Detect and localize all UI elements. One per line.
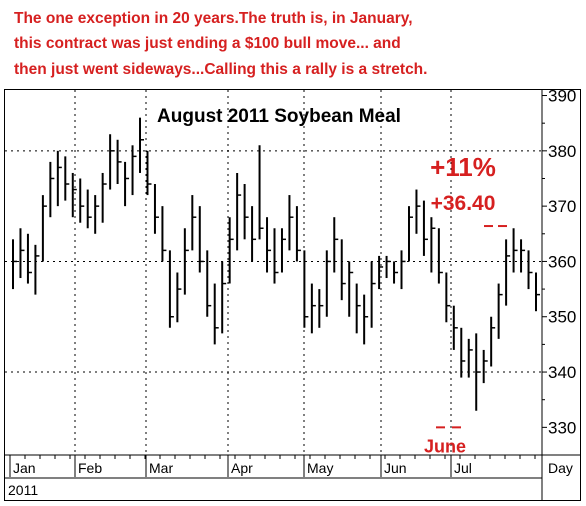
y-tick-label: 370: [548, 197, 576, 216]
y-tick-label: 360: [548, 252, 576, 271]
y-axis: 330 340 350 360 370 380 390: [542, 90, 576, 456]
ohlc-chart: 330 340 350 360 370 380 390 Jan Feb Mar Apr May Jun…: [5, 90, 580, 500]
x-tick-label: May: [307, 460, 333, 476]
x-axis-unit: Day: [548, 460, 573, 476]
chart-title: August 2011 Soybean Meal: [157, 106, 401, 127]
y-tick-label: 330: [548, 418, 576, 437]
x-axis: Jan Feb Mar Apr May Jun Jul Day 2011: [8, 455, 573, 498]
x-tick-label: Mar: [149, 460, 173, 476]
chart-frame: 330 340 350 360 370 380 390 Jan Feb Mar Apr May Jun…: [4, 89, 581, 501]
x-tick-label: Jan: [13, 460, 36, 476]
y-tick-label: 350: [548, 308, 576, 327]
point-gain-label: +36.40: [431, 192, 496, 215]
note-line-2: this contract was just ending a $100 bul…: [14, 35, 401, 52]
y-tick-label: 380: [548, 142, 576, 161]
note-line-3: then just went sideways...Calling this a…: [14, 61, 428, 78]
annotations: +11% +36.40 June: [424, 152, 507, 456]
x-tick-label: Feb: [78, 460, 102, 476]
x-tick-label: Jun: [384, 460, 407, 476]
low-month-label: June: [424, 436, 466, 456]
x-tick-label: Jul: [454, 460, 472, 476]
x-tick-label: Apr: [231, 460, 253, 476]
y-tick-label: 340: [548, 363, 576, 382]
note-line-1: The one exception in 20 years.The truth …: [14, 10, 413, 27]
year-label: 2011: [8, 482, 38, 498]
price-bars: [12, 117, 540, 411]
gridlines: [5, 90, 580, 500]
percent-gain-label: +11%: [430, 152, 496, 182]
annotation-header: The one exception in 20 years.The truth …: [0, 0, 586, 90]
y-tick-label: 390: [548, 90, 576, 106]
